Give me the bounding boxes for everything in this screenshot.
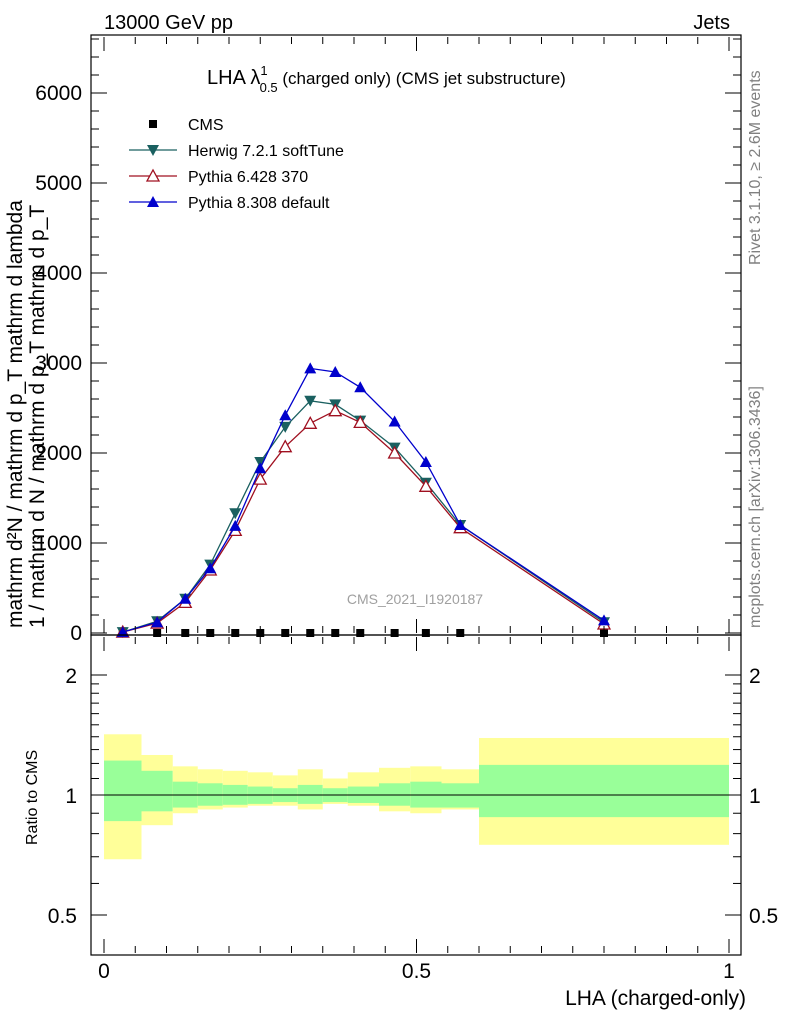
data-point-marker xyxy=(279,421,292,433)
ratio-band-inner xyxy=(104,760,142,822)
data-point-marker xyxy=(598,614,610,626)
legend-label: Pythia 6.428 370 xyxy=(188,169,308,186)
data-point-marker xyxy=(229,508,242,520)
data-point-marker xyxy=(254,462,267,474)
data-point-marker xyxy=(231,629,240,637)
y-tick-label: 6000 xyxy=(35,82,82,105)
ratio-tick-label-left: 0.5 xyxy=(48,905,77,928)
ratio-tick-label-right: 2 xyxy=(749,665,761,688)
data-point-marker xyxy=(151,616,164,628)
plot-title-suffix: (charged only) (CMS jet substructure) xyxy=(278,69,566,88)
data-point-marker xyxy=(206,629,215,637)
series-line xyxy=(122,409,605,633)
mcplots-label: mcplots.cern.ch [arXiv:1306.3436] xyxy=(747,386,764,628)
data-point-marker xyxy=(229,519,242,531)
plot-title: LHA λ1 0.5 (charged only) (CMS jet substr… xyxy=(207,63,566,95)
data-point-marker xyxy=(419,456,432,467)
legend-entry: Pythia 8.308 default xyxy=(129,195,330,212)
series-cms xyxy=(118,629,608,637)
data-point-marker xyxy=(329,366,342,377)
legend: CMS Herwig 7.2.1 softTune Pythia 6.428 370… xyxy=(129,117,344,212)
data-point-marker xyxy=(204,562,217,574)
data-point-marker xyxy=(421,629,430,637)
analysis-watermark: CMS_2021_I1920187 xyxy=(347,591,483,607)
data-point-marker xyxy=(149,120,157,128)
y-tick-label: 0 xyxy=(70,622,82,645)
data-point-marker xyxy=(116,626,129,638)
x-tick-label: 0 xyxy=(98,960,110,983)
ratio-tick-label-right: 0.5 xyxy=(749,905,778,928)
y-tick-label: 2000 xyxy=(35,442,82,465)
legend-label: Herwig 7.2.1 softTune xyxy=(188,143,344,160)
legend-label: CMS xyxy=(188,117,224,134)
data-point-marker xyxy=(145,168,161,182)
legend-entry: Pythia 6.428 370 xyxy=(129,168,308,186)
ratio-band-inner xyxy=(379,783,411,806)
rivet-version-label: Rivet 3.1.10, ≥ 2.6M events xyxy=(747,70,764,265)
collision-energy-label: 13000 GeV pp xyxy=(104,12,233,34)
series-line xyxy=(122,367,605,633)
legend-entry: Herwig 7.2.1 softTune xyxy=(129,143,344,160)
legend-label: Pythia 8.308 default xyxy=(188,195,330,212)
y-axis-label-top: 1 / mathrm d N / mathrm d p_T mathrm d p… xyxy=(26,205,49,628)
ratio-tick-label-left: 2 xyxy=(65,665,77,688)
data-point-marker xyxy=(181,629,190,637)
axis-tick-labels: 0 0.5 1 0 1000 2000 3000 4000 5000 6000 0.5 0.5 1 1 2 2 xyxy=(35,82,778,983)
axis-ticks xyxy=(91,37,741,953)
x-tick-label: 0.5 xyxy=(402,960,431,983)
data-point-marker xyxy=(388,415,401,427)
data-point-marker xyxy=(303,415,318,429)
data-point-marker xyxy=(304,362,317,374)
ratio-band-inner xyxy=(297,784,323,804)
data-point-marker xyxy=(253,471,268,485)
data-point-marker xyxy=(456,629,465,637)
ratio-axis-label: Ratio to CMS xyxy=(24,750,41,845)
data-point-marker xyxy=(278,439,293,453)
ratio-band-inner xyxy=(479,764,729,818)
ratio-band-inner xyxy=(141,770,173,812)
plot-title-subscript: 0.5 xyxy=(260,80,278,95)
y-tick-label: 4000 xyxy=(35,262,82,285)
data-point-marker xyxy=(147,145,159,156)
process-label: Jets xyxy=(693,12,730,34)
plot-title-superscript: 1 xyxy=(260,63,267,78)
data-point-marker xyxy=(281,629,290,637)
ratio-band-inner xyxy=(197,783,223,806)
ratio-tick-label-left: 1 xyxy=(65,785,77,808)
data-point-marker xyxy=(147,196,159,207)
data-point-marker xyxy=(279,409,292,421)
ratio-bands xyxy=(104,734,729,860)
plot-title-main: LHA λ xyxy=(207,67,260,89)
legend-entry: CMS xyxy=(149,117,224,134)
data-point-marker xyxy=(454,519,467,530)
data-point-marker xyxy=(328,403,343,417)
data-point-marker xyxy=(179,592,192,604)
y-tick-label: 1000 xyxy=(35,532,82,555)
data-point-marker xyxy=(304,395,317,407)
data-point-marker xyxy=(306,629,315,637)
y-axis-label-bottom: mathrm d²N / mathrm d p_T mathrm d lambd… xyxy=(4,200,27,628)
main-series xyxy=(115,362,612,639)
data-point-marker xyxy=(418,478,433,492)
data-point-marker xyxy=(331,629,340,637)
data-point-marker xyxy=(390,629,399,637)
data-point-marker xyxy=(353,415,368,429)
series-pythia-8-308-default xyxy=(116,362,610,638)
ratio-tick-label-right: 1 xyxy=(749,785,761,808)
y-tick-label: 5000 xyxy=(35,172,82,195)
data-point-marker xyxy=(354,381,367,393)
y-tick-label: 3000 xyxy=(35,352,82,375)
x-axis-label: LHA (charged-only) xyxy=(565,987,746,1010)
data-point-marker xyxy=(356,629,365,637)
data-point-marker xyxy=(153,629,162,637)
data-point-marker xyxy=(387,445,402,459)
x-tick-label: 1 xyxy=(723,960,735,983)
